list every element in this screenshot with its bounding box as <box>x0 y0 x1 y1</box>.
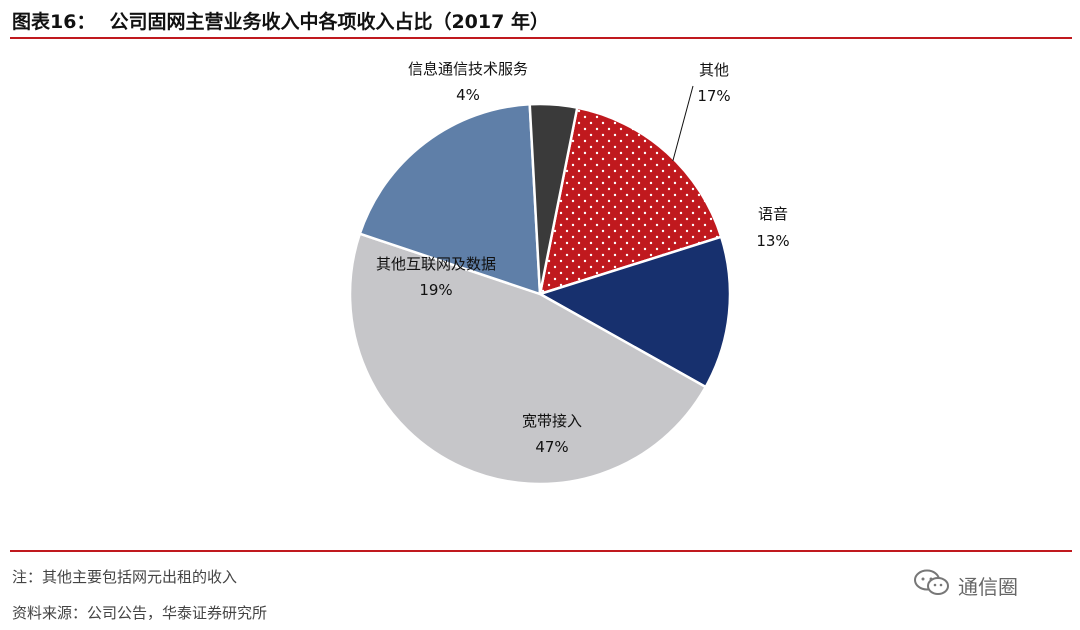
wechat-icon <box>912 568 952 602</box>
pie-slice <box>358 102 542 296</box>
slice-percent-label: 47% <box>535 438 568 456</box>
slice-label: 语音 <box>758 205 788 223</box>
figure-header: 图表16： 公司固网主营业务收入中各项收入占比（2017 年） <box>12 6 1072 34</box>
slice-label: 其他 <box>699 61 729 79</box>
figure-label: 图表16： <box>12 10 96 33</box>
footnote: 注：其他主要包括网元出租的收入 <box>12 568 238 586</box>
slice-label: 信息通信技术服务 <box>408 60 528 78</box>
pie-slice <box>536 235 732 389</box>
slice-percent-label: 13% <box>756 232 789 250</box>
pie-chart: 其他 17% 语音 13% 宽带接入 47% 其他互联网及数据 19% 信息通信技术服务 4% <box>348 60 790 486</box>
slice-percent-label: 19% <box>419 281 452 299</box>
slice-percent-label: 17% <box>697 87 730 105</box>
slice-percent-label: 4% <box>456 86 480 104</box>
watermark-text: 通信圈 <box>958 574 1018 599</box>
watermark: 通信圈 <box>912 568 1018 602</box>
source-note: 资料来源：公司公告，华泰证券研究所 <box>12 604 268 622</box>
figure-title: 公司固网主营业务收入中各项收入占比（2017 年） <box>109 10 549 33</box>
pie-slice <box>348 232 708 486</box>
slice-label: 宽带接入 <box>522 412 582 430</box>
bottom-rule <box>10 550 1072 552</box>
top-rule <box>10 37 1072 39</box>
pie-slice <box>538 106 723 296</box>
leader-line <box>672 85 694 162</box>
slice-label: 其他互联网及数据 <box>376 255 496 273</box>
pie-slice <box>528 102 579 295</box>
